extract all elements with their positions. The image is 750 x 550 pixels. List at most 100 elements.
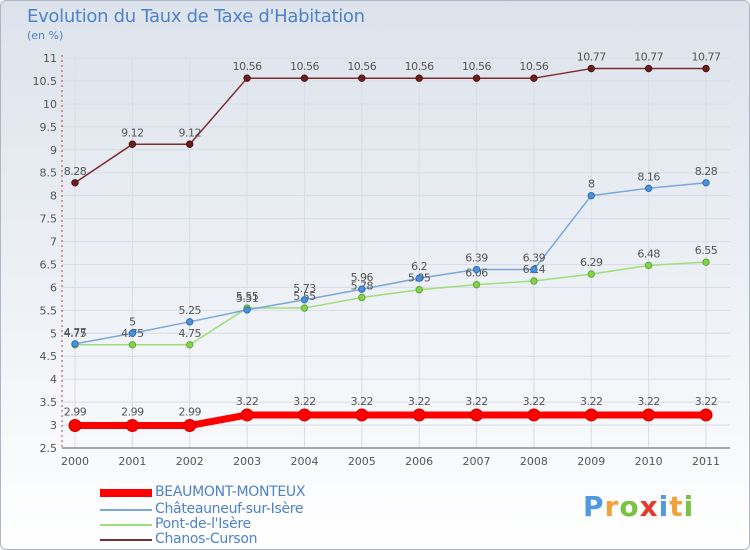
- data-label-chanos: 10.77: [692, 51, 721, 64]
- data-label-beaumont: 3.22: [580, 395, 603, 408]
- data-point-beaumont: [470, 408, 484, 422]
- logo-letter: x: [639, 490, 659, 523]
- logo-letter: o: [619, 490, 640, 523]
- x-tick-label: 2011: [692, 455, 720, 468]
- x-tick-label: 2001: [118, 455, 146, 468]
- data-point-chanos: [128, 140, 137, 148]
- data-point-beaumont: [125, 419, 139, 433]
- data-point-beaumont: [412, 408, 426, 422]
- legend-label-beaumont: BEAUMONT-MONTEUX: [155, 484, 306, 500]
- data-point-chateauneuf: [186, 318, 194, 326]
- legend-label-chateauneuf: Châteauneuf-sur-Isère: [155, 501, 304, 517]
- data-label-chanos: 9.12: [121, 126, 144, 139]
- data-point-chanos: [71, 179, 79, 187]
- data-point-chateauneuf: [243, 306, 251, 314]
- y-tick-label: 10: [43, 98, 57, 111]
- y-tick-label: 7.5: [40, 213, 58, 226]
- x-tick-label: 2005: [348, 455, 376, 468]
- data-label-chanos: 10.56: [290, 60, 319, 73]
- data-label-beaumont: 3.22: [695, 395, 718, 408]
- data-point-pont: [128, 341, 137, 349]
- data-point-chanos: [702, 64, 710, 73]
- data-point-beaumont: [240, 408, 254, 422]
- data-label-chanos: 10.56: [233, 60, 262, 73]
- data-point-chateauneuf: [358, 285, 366, 293]
- data-point-chateauneuf: [71, 340, 79, 348]
- logo-letter: t: [669, 490, 684, 523]
- data-label-chateauneuf: 5.51: [236, 292, 259, 305]
- data-point-pont: [644, 261, 653, 270]
- data-point-beaumont: [68, 419, 82, 433]
- data-label-chanos: 10.77: [634, 51, 663, 64]
- data-label-chateauneuf: 8.28: [695, 165, 718, 178]
- x-tick-label: 2002: [176, 455, 204, 468]
- data-label-pont: 5.55: [236, 290, 259, 303]
- data-label-chateauneuf: 4.77: [64, 326, 87, 339]
- data-label-chanos: 9.12: [178, 126, 201, 139]
- data-point-chateauneuf: [415, 274, 423, 282]
- data-label-pont: 6.29: [580, 256, 603, 269]
- series-line-chanos: [74, 67, 706, 184]
- data-point-beaumont: [584, 408, 598, 422]
- data-point-pont: [472, 280, 481, 289]
- data-point-chateauneuf: [530, 265, 538, 274]
- data-point-pont: [186, 341, 194, 349]
- data-label-beaumont: 3.22: [408, 395, 431, 408]
- data-label-beaumont: 2.99: [121, 406, 144, 419]
- series-line-chateauneuf: [74, 182, 707, 345]
- y-tick-label: 3: [50, 419, 57, 432]
- data-point-chateauneuf: [128, 329, 137, 337]
- data-point-chanos: [243, 74, 251, 82]
- y-tick-label: 9.5: [40, 121, 58, 134]
- y-tick-label: 8: [50, 190, 57, 203]
- data-point-chanos: [415, 74, 423, 82]
- data-point-pont: [415, 286, 423, 294]
- y-tick-label: 7: [50, 236, 57, 249]
- data-label-chanos: 8.28: [64, 165, 87, 178]
- data-label-beaumont: 3.22: [293, 395, 316, 408]
- data-point-pont: [530, 277, 538, 285]
- y-tick-label: 4: [50, 373, 57, 386]
- data-point-pont: [587, 270, 595, 278]
- data-label-beaumont: 3.22: [465, 395, 488, 408]
- data-point-chateauneuf: [300, 296, 309, 304]
- data-label-beaumont: 2.99: [64, 406, 87, 419]
- legend-swatch-pont: [100, 524, 152, 526]
- y-tick-label: 3.5: [40, 396, 58, 409]
- data-label-chateauneuf: 5.96: [351, 271, 374, 284]
- x-tick-label: 2003: [233, 455, 261, 468]
- data-label-chanos: 10.77: [577, 51, 606, 64]
- data-label-chateauneuf: 5: [129, 315, 136, 328]
- data-label-chateauneuf: 8.16: [637, 170, 660, 183]
- data-label-beaumont: 3.22: [236, 395, 259, 408]
- data-label-chateauneuf: 5.73: [293, 282, 316, 295]
- data-point-beaumont: [183, 419, 197, 433]
- y-tick-label: 11: [43, 52, 57, 65]
- data-point-chateauneuf: [644, 184, 653, 193]
- x-tick-label: 2004: [290, 455, 318, 468]
- y-tick-label: 10.5: [33, 75, 58, 88]
- logo-letter: i: [683, 490, 695, 523]
- y-tick-label: 8.5: [40, 167, 58, 180]
- data-point-chanos: [472, 74, 481, 82]
- logo-letter: r: [604, 490, 620, 523]
- proxiti-logo: Proxiti: [583, 490, 694, 523]
- data-point-beaumont: [699, 408, 713, 422]
- data-label-chanos: 10.56: [405, 60, 434, 73]
- data-point-pont: [358, 293, 366, 302]
- data-label-chateauneuf: 5.25: [178, 304, 201, 317]
- data-point-beaumont: [297, 408, 311, 422]
- legend-swatch-beaumont: [100, 489, 152, 497]
- legend-label-chanos: Chanos-Curson: [155, 531, 258, 547]
- legend-swatch-chanos: [100, 539, 152, 541]
- data-label-beaumont: 3.22: [351, 395, 374, 408]
- series-line-pont: [75, 261, 707, 346]
- x-tick-label: 2010: [635, 455, 663, 468]
- data-point-beaumont: [355, 408, 369, 422]
- data-label-beaumont: 3.22: [637, 395, 660, 408]
- logo-letter: P: [583, 490, 605, 523]
- data-point-pont: [300, 304, 309, 312]
- data-point-chanos: [587, 64, 595, 73]
- data-label-beaumont: 3.22: [523, 395, 546, 408]
